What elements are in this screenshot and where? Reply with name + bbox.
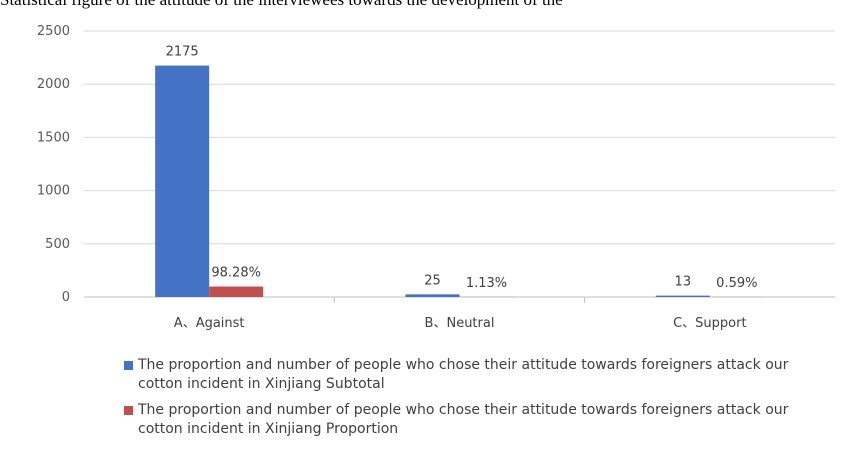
bars <box>155 65 764 297</box>
x-category-label: A、Against <box>174 316 245 331</box>
legend-label-proportion: The proportion and number of people who … <box>138 402 789 437</box>
y-tick-label: 2500 <box>37 24 70 39</box>
data-label-proportion: 98.28% <box>211 266 261 281</box>
header-strip-text: Statistical figure of the attitude of th… <box>0 0 847 9</box>
bar-chart: 0 500 1000 1500 2000 2500 A、Against B、Neutral C… <box>37 24 835 331</box>
legend-item-subtotal: The proportion and number of people who … <box>124 356 834 394</box>
data-label-proportion: 1.13% <box>466 276 507 291</box>
legend-item-proportion: The proportion and number of people who … <box>124 401 834 439</box>
x-category-label: B、Neutral <box>425 316 495 331</box>
x-category-label: C、Support <box>673 316 746 331</box>
data-labels: 2175 25 13 98.28% 1.13% 0.59% <box>166 45 758 291</box>
data-label-subtotal: 13 <box>675 275 692 290</box>
legend-label-subtotal: The proportion and number of people who … <box>138 357 789 392</box>
y-tick-label: 500 <box>45 237 70 252</box>
legend-swatch-subtotal <box>124 361 133 370</box>
data-label-subtotal: 2175 <box>166 45 199 60</box>
y-tick-label: 2000 <box>37 77 70 92</box>
bar-subtotal <box>155 65 210 297</box>
legend-swatch-proportion <box>124 406 133 415</box>
bar-proportion <box>209 286 264 297</box>
y-tick-label: 1500 <box>37 130 70 145</box>
bar-subtotal <box>655 295 710 297</box>
y-axis-ticks: 0 500 1000 1500 2000 2500 <box>37 24 70 305</box>
bar-subtotal <box>405 294 460 297</box>
y-tick-label: 1000 <box>37 184 70 199</box>
x-axis-categories: A、Against B、Neutral C、Support <box>174 297 747 331</box>
data-label-proportion: 0.59% <box>716 276 757 291</box>
data-label-subtotal: 25 <box>424 273 441 288</box>
legend: The proportion and number of people who … <box>124 356 834 446</box>
y-tick-label: 0 <box>62 290 70 305</box>
